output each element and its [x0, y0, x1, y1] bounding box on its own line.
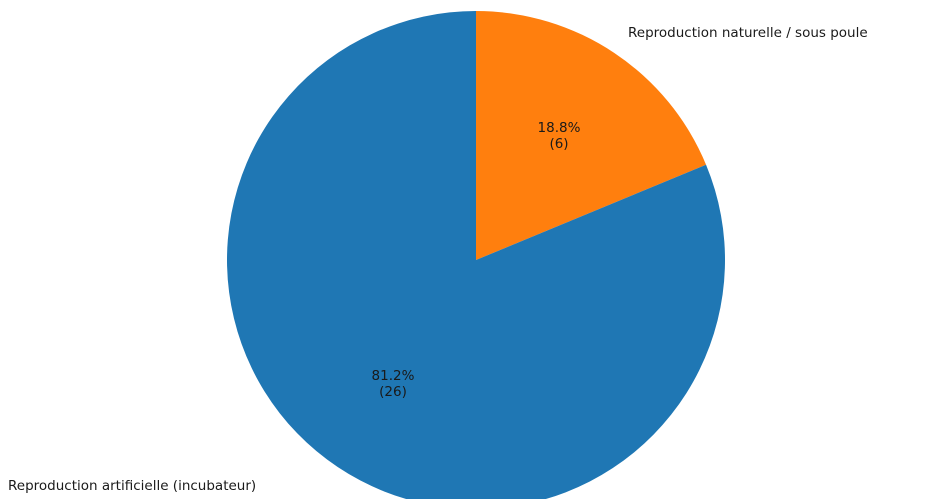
slice-count-label: (6) [549, 136, 568, 152]
pie-slice-artificielle [227, 11, 725, 499]
pie-slices [227, 11, 725, 499]
slice-count-label: (26) [379, 384, 407, 400]
slice-category-label: Reproduction naturelle / sous poule [628, 25, 868, 41]
pie-labels: 18.8%(6) Reproduction naturelle / sous po… [8, 25, 868, 494]
pie-slice-naturelle [476, 11, 707, 260]
slice-percent-label: 81.2% [372, 368, 415, 384]
slice-percent-label: 18.8% [538, 120, 581, 136]
slice-category-label: Reproduction artificielle (incubateur) [8, 478, 256, 494]
